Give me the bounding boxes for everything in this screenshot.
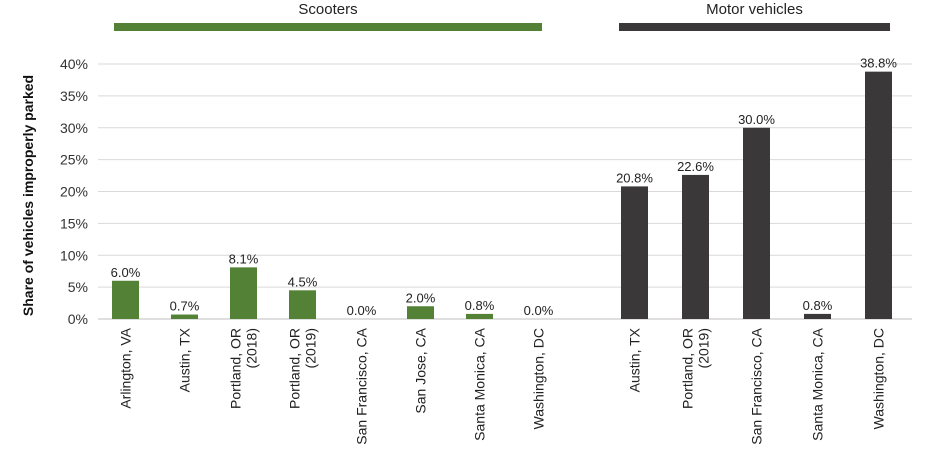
category-label: Santa Monica, CA — [810, 327, 826, 440]
category-label: San Francisco, CA — [749, 327, 765, 444]
category-label: Arlington, VA — [118, 327, 134, 408]
category-label: (2019) — [303, 328, 319, 368]
y-axis-title: Share of vehicles improperly parked — [20, 75, 36, 316]
y-tick-label: 10% — [60, 247, 88, 263]
data-label: 38.8% — [860, 56, 897, 71]
bar — [112, 280, 139, 319]
bar — [804, 313, 831, 319]
category-label: Portland, OR — [287, 328, 303, 409]
category-label: San Jose, CA — [413, 327, 429, 413]
data-label: 22.6% — [677, 159, 714, 174]
group-header-label: Scooters — [298, 1, 357, 18]
y-tick-label: 40% — [60, 56, 88, 72]
data-label: 6.0% — [111, 265, 141, 280]
bar — [682, 174, 709, 319]
category-label: Portland, OR — [228, 328, 244, 409]
data-label: 2.0% — [406, 290, 436, 305]
category-label: Santa Monica, CA — [472, 327, 488, 440]
data-label: 0.8% — [465, 298, 495, 313]
bar — [621, 186, 648, 319]
y-tick-label: 0% — [68, 311, 88, 327]
y-tick-label: 30% — [60, 120, 88, 136]
category-label: (2019) — [696, 328, 712, 368]
group-header-label: Motor vehicles — [706, 1, 803, 18]
data-label: 8.1% — [229, 251, 259, 266]
data-label: 20.8% — [616, 170, 653, 185]
group-header-bar-1 — [619, 23, 890, 31]
y-tick-label: 20% — [60, 184, 88, 200]
bar — [743, 127, 770, 319]
category-label: Washington, DC — [531, 328, 547, 429]
category-label: Washington, DC — [871, 328, 887, 429]
y-tick-label: 5% — [68, 279, 88, 295]
y-tick-label: 35% — [60, 88, 88, 104]
bar — [466, 313, 493, 319]
data-label: 0.0% — [524, 303, 554, 318]
category-label: Austin, TX — [177, 327, 193, 392]
data-label: 4.5% — [288, 274, 318, 289]
bar — [407, 306, 434, 319]
bar — [230, 267, 257, 319]
category-label: San Francisco, CA — [354, 327, 370, 444]
bar — [289, 290, 316, 319]
data-label: 0.7% — [170, 299, 200, 314]
data-label: 0.0% — [347, 303, 377, 318]
data-label: 30.0% — [738, 112, 775, 127]
category-label: Austin, TX — [627, 327, 643, 392]
data-label: 0.8% — [803, 298, 833, 313]
y-tick-label: 15% — [60, 215, 88, 231]
bar — [865, 71, 892, 320]
y-tick-label: 25% — [60, 152, 88, 168]
group-header-bar-0 — [114, 23, 542, 31]
category-label: Portland, OR — [680, 328, 696, 409]
category-label: (2018) — [244, 328, 260, 368]
bar — [171, 314, 198, 319]
